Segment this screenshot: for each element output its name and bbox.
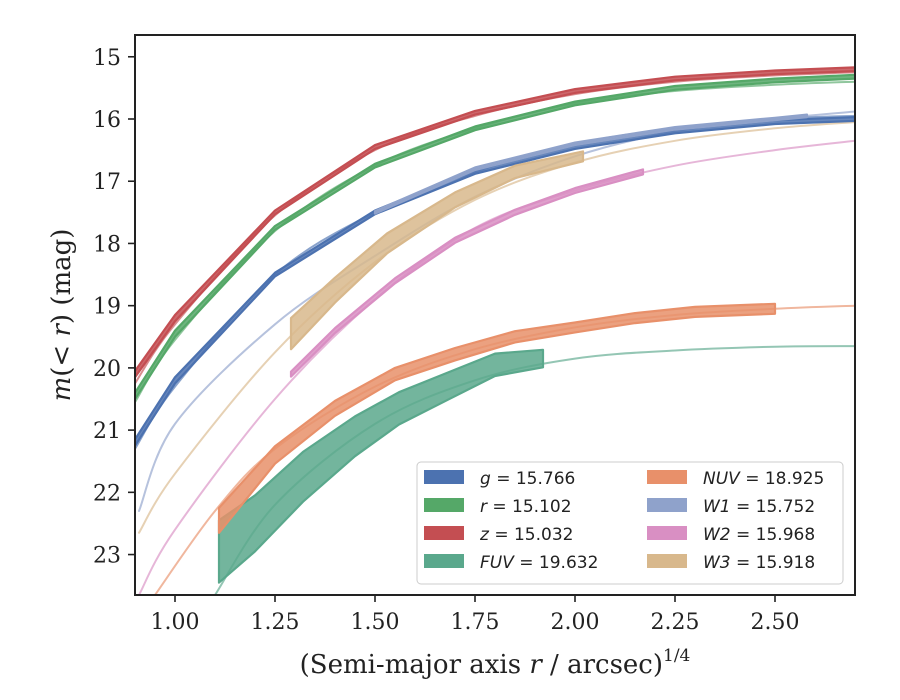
x-tick-label: 2.50 <box>751 610 800 635</box>
observed-band-z <box>135 66 855 379</box>
legend-label: W2 = 15.968 <box>703 525 815 545</box>
y-tick-label: 20 <box>93 357 121 382</box>
y-tick-label: 15 <box>93 46 121 71</box>
legend: g = 15.766 r = 15.102 z = 15.032 FUV = 19.6… <box>416 461 844 585</box>
x-tick-label: 1.00 <box>151 610 200 635</box>
legend-box <box>416 461 844 585</box>
legend-swatch <box>424 526 464 540</box>
observed-band-g <box>135 116 855 447</box>
x-axis-title-main: (Semi-major axis <box>300 650 530 680</box>
y-axis-title: m(< r) (mag) <box>47 229 77 402</box>
axis-ticks: 1.00 1.25 1.50 1.75 2.00 2.25 2.50 15 16 17 18 19 20… <box>93 46 799 635</box>
x-tick-label: 1.50 <box>351 610 400 635</box>
x-tick-label: 1.25 <box>251 610 300 635</box>
legend-swatch <box>424 470 464 484</box>
x-axis-title-unit: / arcsec) <box>542 650 663 680</box>
y-axis-title-var: m <box>47 377 77 402</box>
y-axis-title-mid: (< <box>47 337 77 377</box>
x-tick-label: 1.75 <box>451 610 500 635</box>
y-axis-title-r: r <box>47 323 77 337</box>
y-tick-label: 16 <box>93 108 121 133</box>
y-tick-label: 21 <box>93 419 121 444</box>
x-axis-title: (Semi-major axis r / arcsec)1/4 <box>300 646 691 680</box>
legend-label: z = 15.032 <box>479 525 573 545</box>
legend-label: W1 = 15.752 <box>703 497 815 517</box>
y-tick-label: 22 <box>93 481 121 506</box>
legend-swatch <box>424 498 464 512</box>
y-tick-label: 19 <box>93 295 121 320</box>
y-tick-label: 23 <box>93 544 121 569</box>
x-tick-label: 2.25 <box>651 610 700 635</box>
x-tick-label: 2.00 <box>551 610 600 635</box>
y-tick-label: 18 <box>93 232 121 257</box>
observed-band-r <box>135 73 855 401</box>
legend-swatch <box>647 470 687 484</box>
plot-frame <box>134 34 856 596</box>
observed-band-w3 <box>289 150 585 351</box>
legend-swatch <box>647 526 687 540</box>
x-axis-title-exponent: 1/4 <box>663 646 690 666</box>
legend-swatch <box>647 498 687 512</box>
model-line-w3 <box>138 121 855 534</box>
legend-swatch <box>424 554 464 568</box>
legend-label: NUV = 18.925 <box>703 469 824 489</box>
y-tick-label: 17 <box>93 170 121 195</box>
observed-band-fuv <box>217 348 545 584</box>
observed-band-w1 <box>373 113 809 215</box>
observed-band-nuv <box>217 302 777 534</box>
x-axis-title-var: r <box>529 650 543 680</box>
legend-label: W3 = 15.918 <box>703 553 815 573</box>
legend-label: r = 15.102 <box>480 497 572 517</box>
legend-label: g = 15.766 <box>480 469 575 489</box>
legend-swatch <box>647 554 687 568</box>
legend-label: FUV = 19.632 <box>480 553 598 573</box>
observed-band-w2 <box>289 168 645 378</box>
plot-area <box>135 66 855 595</box>
y-axis-title-unit: ) (mag) <box>47 229 77 325</box>
